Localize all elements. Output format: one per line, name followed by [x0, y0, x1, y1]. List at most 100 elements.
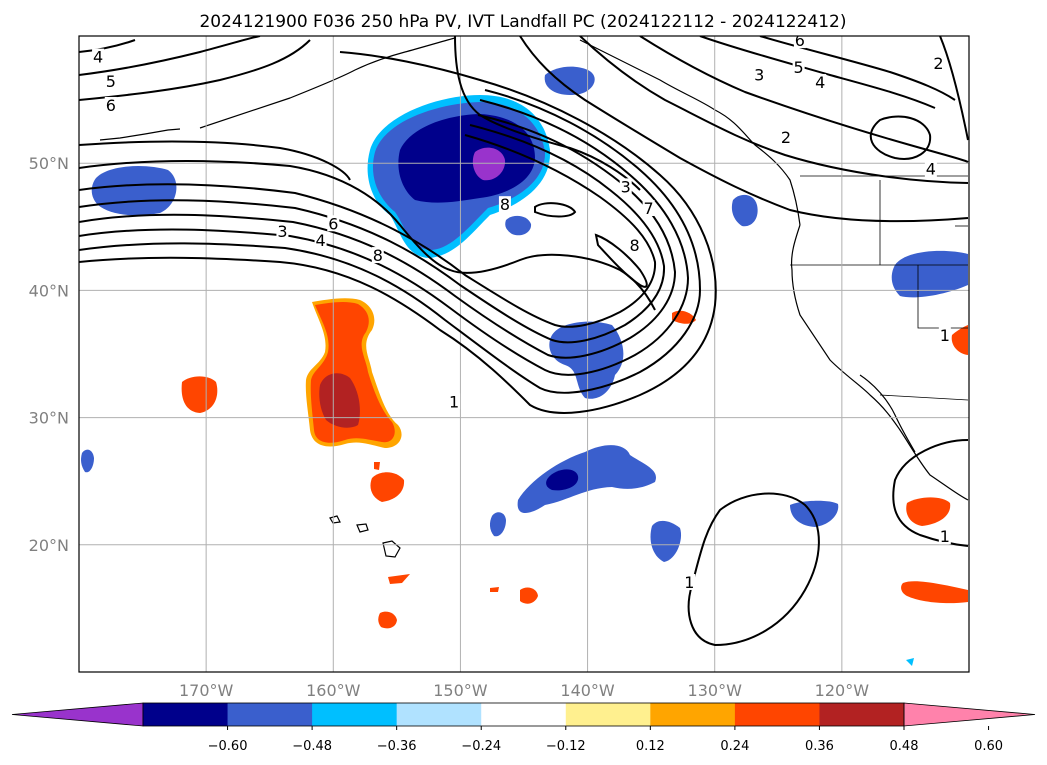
colorbar-tick-label: 0.36: [805, 739, 834, 754]
contour-line: [639, 36, 969, 163]
colorbar-tick-label: 0.24: [720, 739, 749, 754]
contour-line: [79, 51, 717, 414]
anomaly-region-subtropical: [517, 445, 656, 514]
contour-label-background: [314, 231, 327, 248]
colorbar-segment: [312, 703, 398, 726]
lat-tick-label: 40°N: [29, 281, 69, 300]
anomaly-region-small-a: [505, 215, 532, 236]
contour-label-background: [448, 393, 461, 410]
contour-label-background: [371, 247, 384, 264]
contour-label: 7: [644, 199, 654, 218]
contour-line: [869, 115, 932, 160]
contour-label: 5: [794, 58, 804, 77]
lon-tick-label: 150°W: [433, 681, 488, 700]
colorbar-segment: [396, 703, 482, 726]
contour-label: 3: [754, 65, 764, 84]
anomaly-region-inland: [891, 250, 968, 298]
contour-line: [79, 36, 261, 76]
longitude-tick-labels: 170°W 160°W 150°W 140°W 130°W 120°W: [179, 681, 869, 700]
contour-label: 8: [500, 195, 510, 214]
anomaly-region-small-d: [790, 500, 839, 527]
anomaly-region-coast: [731, 194, 758, 227]
contour-label-background: [92, 48, 105, 65]
coastline-north-america: [790, 224, 969, 501]
contour-line: [759, 36, 956, 101]
contour-label-background: [932, 54, 945, 71]
colorbar-tick-label: 0.60: [974, 739, 1003, 754]
lat-tick-label: 50°N: [29, 154, 69, 173]
contour-label: 6: [328, 214, 338, 233]
anomaly-region-subtropical-core: [546, 469, 579, 491]
anomaly-region-tiny-d: [374, 462, 380, 470]
anomaly-region-east-edge: [951, 325, 968, 355]
contour-line: [79, 89, 702, 394]
colorbar-segment: [565, 703, 651, 726]
contour-label: 8: [373, 246, 383, 265]
negative-anomaly-fills: [81, 66, 968, 666]
anomaly-region-small-f: [906, 658, 914, 666]
colorbar: −0.60 −0.48 −0.36 −0.24 −0.12 0.12 0.24 0.36 0.4…: [11, 702, 1036, 754]
contour-label-background: [642, 199, 655, 216]
anomaly-region-small-b: [489, 512, 506, 537]
positive-anomaly-fills: [181, 298, 968, 629]
contour-label-background: [683, 573, 696, 590]
contour-line: [699, 36, 936, 109]
coastline-hawaii-big-island: [382, 540, 401, 558]
contour-label-background: [498, 196, 511, 213]
anomaly-region-gulf-alaska-core: [398, 114, 535, 203]
contour-label: 8: [630, 236, 640, 255]
lon-tick-label: 130°W: [688, 681, 743, 700]
lat-tick-label: 20°N: [29, 536, 69, 555]
colorbar-extend-high: [903, 702, 1036, 727]
anomaly-region-west-small: [181, 376, 218, 413]
colorbar-frame: [142, 702, 905, 727]
contour-line: [79, 160, 656, 311]
anomaly-region-midlat: [549, 321, 624, 399]
lon-tick-label: 140°W: [560, 681, 615, 700]
coastline-alaska-peninsula: [199, 37, 456, 129]
contour-line: [534, 202, 577, 218]
colorbar-tick-label: −0.60: [208, 739, 248, 754]
colorbar-extend-low: [11, 702, 144, 727]
anomaly-region-tiny-e: [490, 587, 499, 592]
contour-label: 1: [940, 326, 950, 345]
contour-line: [579, 36, 969, 184]
contour-label: 1: [449, 392, 459, 411]
border-state-c: [917, 265, 968, 329]
contour-line: [79, 140, 351, 181]
coastline-south-alaska: [579, 39, 801, 226]
contour-label: 3: [621, 177, 631, 196]
coastline-hawaii-maui: [356, 523, 369, 533]
contour-line: [79, 39, 136, 53]
contour-label-background: [938, 327, 951, 344]
coastline-aleutian: [99, 128, 181, 141]
contour-label: 4: [315, 231, 325, 250]
anomaly-region-hawaii-south: [370, 472, 405, 502]
contour-line: [79, 39, 311, 101]
contour-label-background: [104, 72, 117, 89]
gridlines: [79, 36, 969, 672]
contour-line: [454, 36, 641, 191]
contour-label: 3: [277, 222, 287, 241]
colorbar-tick-label: −0.24: [461, 739, 501, 754]
contour-label-background: [327, 215, 340, 232]
anomaly-region-small-c: [650, 520, 682, 562]
contour-line: [939, 36, 969, 141]
contour-line: [519, 36, 969, 223]
anomaly-region-hawaii-north-core: [319, 373, 360, 428]
contour-label: 1: [940, 527, 950, 546]
map-frame: [78, 35, 970, 673]
contour-label-background: [792, 58, 805, 75]
contour-label-background: [793, 36, 806, 49]
ivt-contours: [79, 36, 969, 647]
contour-line: [79, 124, 666, 344]
anomaly-region-gulf-alaska-peak: [472, 147, 506, 181]
contour-label: 5: [106, 72, 116, 91]
contour-label: 1: [684, 573, 694, 592]
coastlines: [99, 37, 969, 558]
coastline-hawaii-oahu: [329, 515, 341, 524]
contour-label: 6: [106, 96, 116, 115]
colorbar-tick-label: −0.12: [546, 739, 586, 754]
